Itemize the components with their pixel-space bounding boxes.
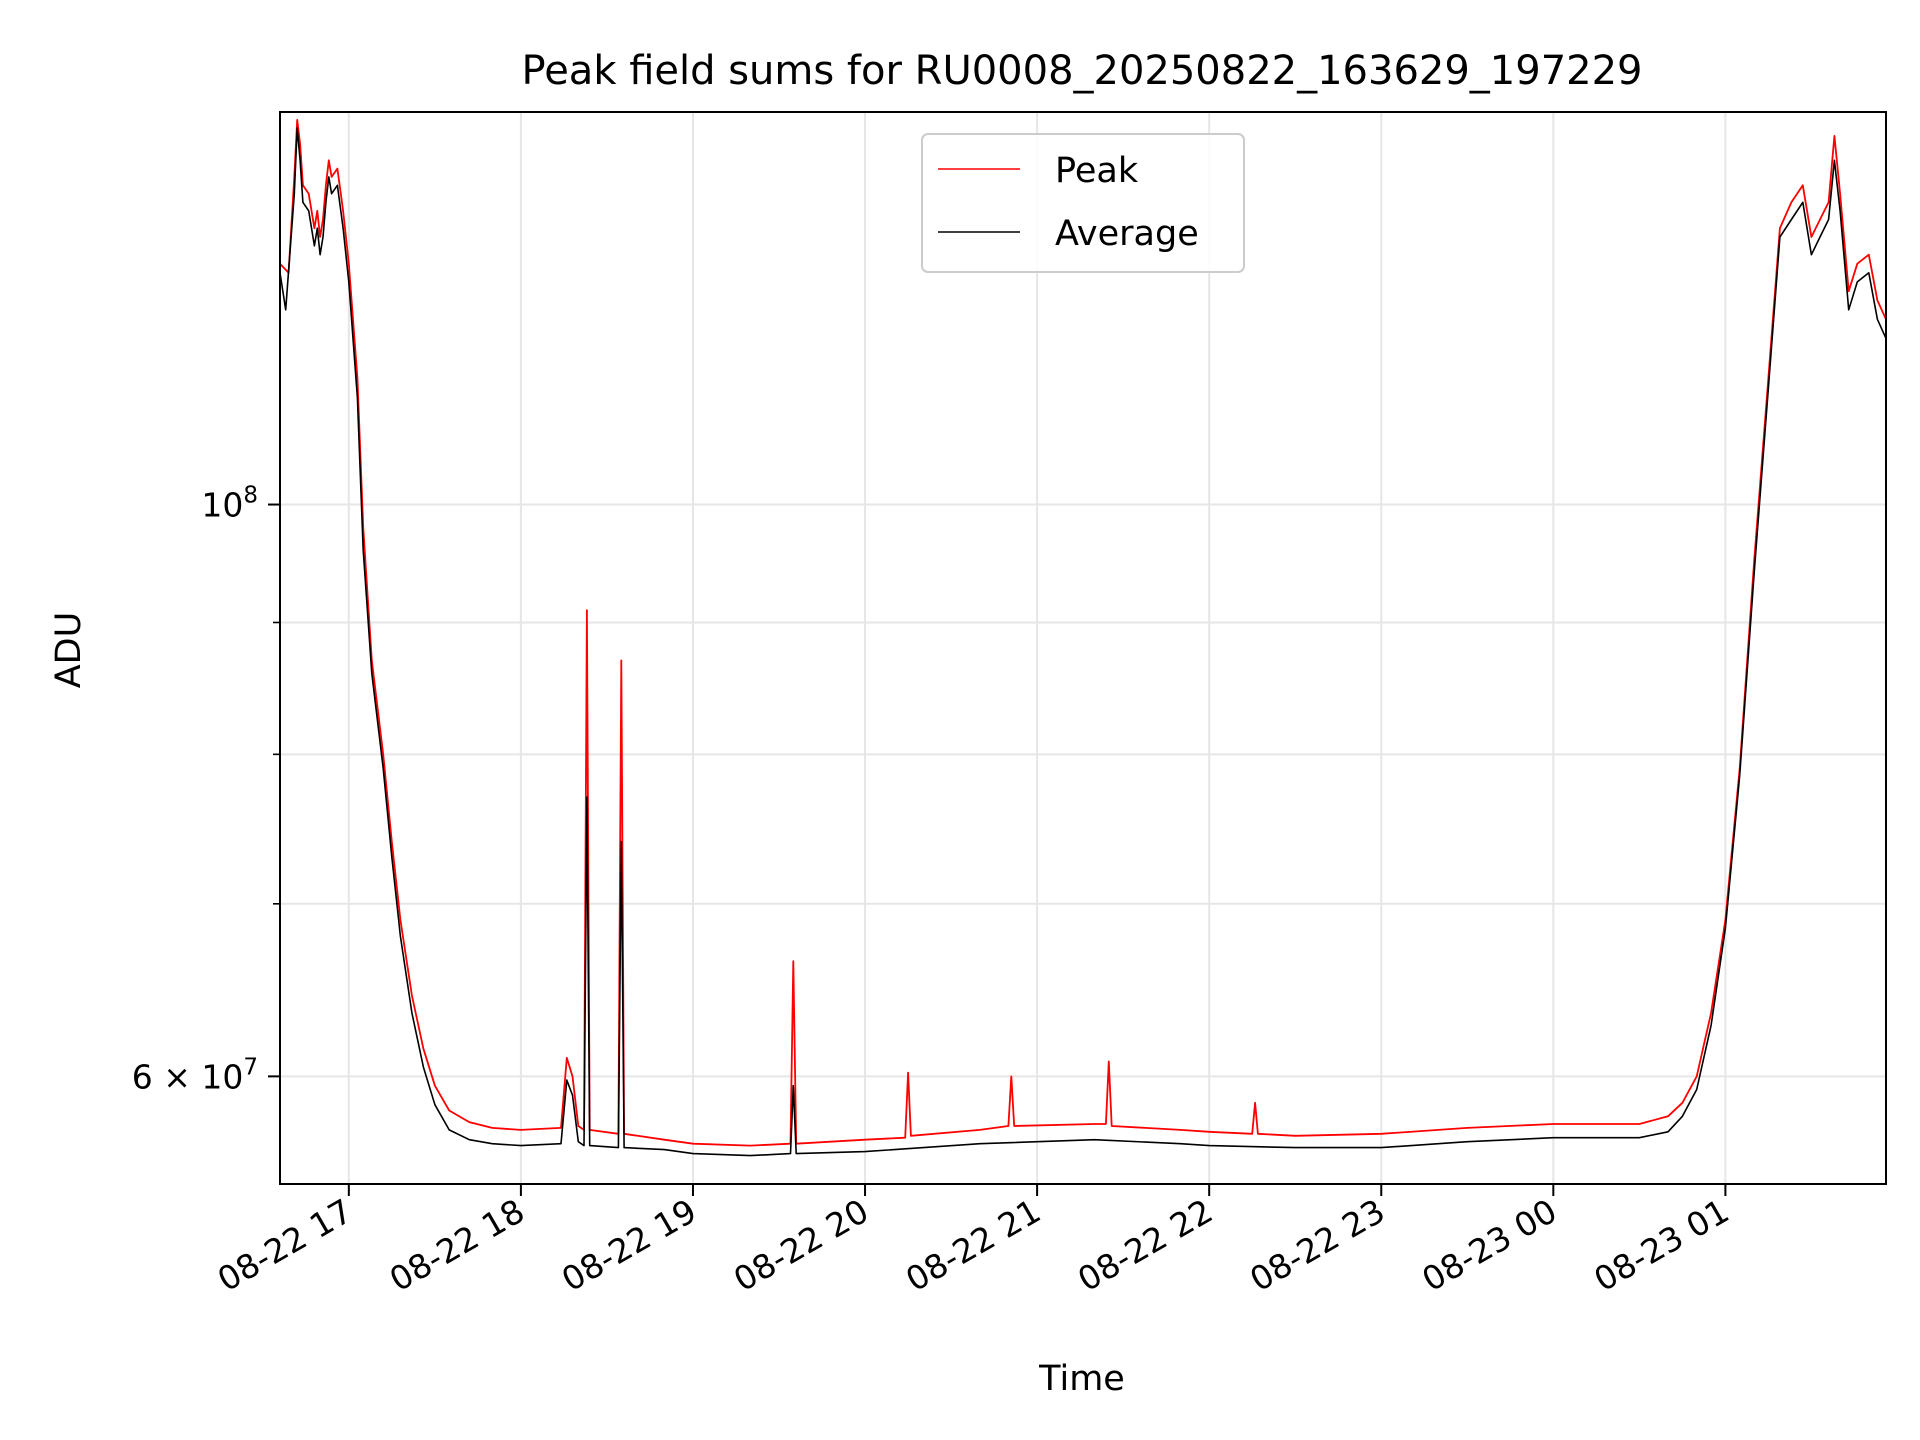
series-layer — [279, 119, 1887, 1157]
y-axis-label: ADU — [49, 612, 89, 689]
y-tick-label: 6 × 107 — [132, 1054, 258, 1096]
legend-peak-label: Peak — [1055, 151, 1139, 191]
legend-average-label: Average — [1055, 214, 1199, 254]
grid — [280, 112, 1886, 1184]
legend: Peak Average — [921, 133, 1245, 273]
x-axis-label: Time — [1038, 1359, 1125, 1399]
series-line-average — [279, 127, 1887, 1157]
plot-frame — [279, 111, 1887, 1185]
chart-title: Peak field sums for RU0008_20250822_1636… — [522, 48, 1643, 94]
